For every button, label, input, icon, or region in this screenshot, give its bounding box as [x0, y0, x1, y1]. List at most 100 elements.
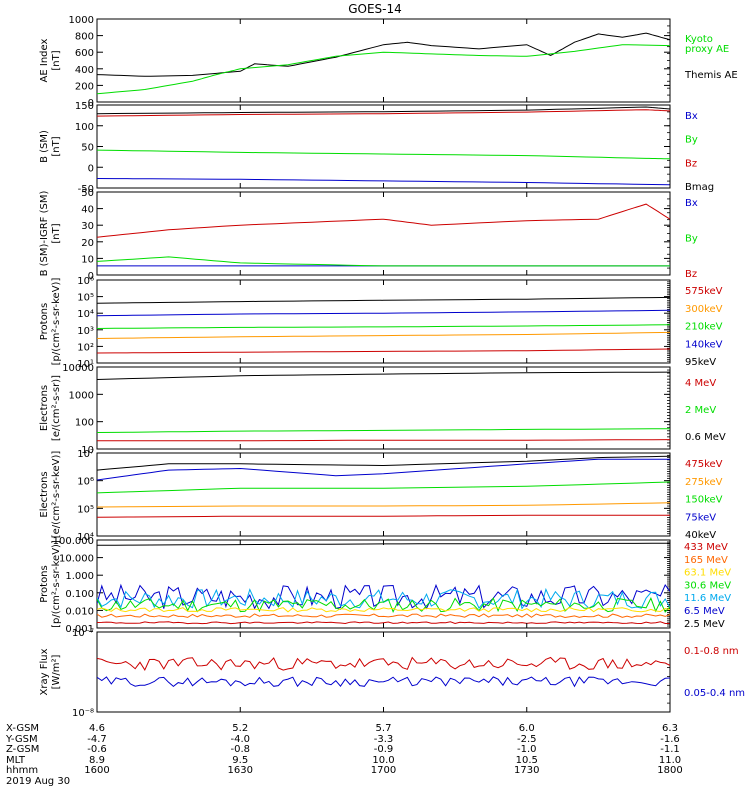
legend-label: Bmag: [685, 182, 714, 193]
series-line-by: [97, 149, 670, 160]
legend-label: Themis AE: [684, 70, 738, 81]
series-line-6-5-mev: [97, 583, 670, 610]
series-line-bmag: [97, 106, 670, 115]
y-tick-label: 10⁵: [77, 504, 94, 515]
x-tick-label: 10.5: [516, 755, 538, 766]
x-tick-label: -3.3: [374, 734, 394, 745]
x-tick-label: 6.3: [662, 723, 678, 734]
y-tick-label: 10⁴: [77, 532, 94, 543]
y-axis-title: Protons: [39, 303, 50, 340]
panel-frame: [96, 104, 671, 189]
y-tick-label: 10: [81, 445, 94, 456]
legend-label: 165 MeV: [684, 555, 728, 566]
legend-label: 75keV: [685, 512, 716, 523]
legend-label: Bx: [685, 198, 698, 209]
x-tick-label: 1600: [84, 765, 109, 776]
y-tick-label: 10000: [62, 363, 94, 374]
y-tick-label: 10³: [77, 326, 94, 337]
x-tick-label: 8.9: [89, 755, 105, 766]
panel-bsm: -50 0 50 100 150 B (SM) [nT] Bx By Bz Bmag: [39, 101, 714, 195]
panel-protons_high: 0.001 0.010 0.100 1.000 10.000 100.000 Protons…: [39, 536, 731, 635]
series-line-by: [97, 256, 670, 267]
x-tick-label: -0.8: [230, 744, 250, 755]
x-tick-label: 4.6: [89, 723, 105, 734]
y-axis-unit: [p/(cm²-s-sr-keV)]: [51, 278, 62, 366]
y-tick-label: 1.000: [65, 571, 94, 582]
series-line-0-6-mev: [97, 371, 670, 380]
y-axis-unit: [nT]: [51, 136, 62, 156]
y-tick-label: 10⁵: [77, 293, 94, 304]
y-tick-label: 50: [81, 143, 94, 154]
y-tick-label: 10⁻⁸: [72, 708, 94, 719]
y-axis-unit: [W/m²]: [51, 654, 62, 689]
x-tick-label: 5.7: [376, 723, 392, 734]
date-label: 2019 Aug 30: [6, 776, 70, 787]
y-tick-label: 10²: [77, 342, 94, 353]
series-line-0-1-0-8-nm: [97, 656, 670, 671]
panel-frame: [96, 18, 671, 103]
series-line-575kev: [97, 348, 670, 354]
y-tick-label: 50: [81, 188, 94, 199]
series-line-433-mev: [97, 621, 670, 625]
y-axis-unit: [nT]: [51, 50, 62, 70]
x-tick-label: -0.9: [374, 744, 394, 755]
x-tick-label: 1800: [657, 765, 682, 776]
legend-label: 2.5 MeV: [684, 619, 725, 630]
y-axis-title: B (SM)-IGRF (SM): [39, 191, 50, 277]
panel-frame: [96, 366, 671, 450]
y-tick-label: -50: [78, 184, 94, 195]
y-axis-title: Electrons: [39, 385, 50, 431]
series-line-275kev: [97, 502, 670, 508]
x-tick-label: 9.5: [232, 755, 248, 766]
y-tick-label: 0: [88, 163, 94, 174]
panel-frame: [96, 539, 671, 629]
y-axis-title: Protons: [39, 565, 50, 602]
y-tick-label: 10.000: [59, 554, 94, 565]
series-line-210kev: [97, 324, 670, 329]
legend-label: Bz: [685, 158, 697, 169]
y-tick-label: 100: [75, 418, 94, 429]
series-group: [97, 455, 670, 518]
x-tick-label: 11.0: [659, 755, 681, 766]
legend-label: 0.6 MeV: [685, 432, 726, 443]
y-axis-title: Xray Flux: [39, 648, 50, 695]
y-tick-label: 150: [75, 101, 94, 112]
x-row-label: MLT: [6, 755, 26, 766]
legend-label: Bx: [685, 111, 698, 122]
x-tick-label: -0.6: [87, 744, 107, 755]
x-tick-label: 1700: [371, 765, 396, 776]
series-line-4-mev: [97, 439, 670, 442]
y-tick-label: 20: [81, 238, 94, 249]
y-axis-unit: [p/(cm²-s-sr-keV)]: [51, 540, 62, 628]
series-group: [97, 656, 670, 688]
y-tick-label: 10: [81, 254, 94, 265]
y-tick-label: 100: [75, 122, 94, 133]
series-line-300kev: [97, 331, 670, 339]
legend-label: By: [685, 234, 698, 245]
panel-protons_low: 10¹ 10² 10³ 10⁴ 10⁵ 10⁶ Protons [p/(cm²-s-sr-ke…: [39, 276, 723, 370]
series-line-150kev: [97, 481, 670, 494]
series-line-75kev: [97, 458, 670, 481]
x-tick-label: -1.1: [660, 744, 680, 755]
legend-label: 140keV: [685, 339, 723, 350]
x-tick-label: 1730: [514, 765, 539, 776]
series-group: [97, 542, 670, 625]
x-tick-label: -1.0: [517, 744, 537, 755]
legend-label: 11.6 MeV: [684, 593, 731, 604]
x-tick-label: 10.0: [372, 755, 394, 766]
series-line-bz: [97, 203, 670, 238]
x-row-label: hhmm: [6, 765, 38, 776]
panel-ae: 0 200 400 600 800 1000 AE Index [nT] Kyotoproxy …: [39, 15, 738, 109]
legend-label: 0.05-0.4 nm: [684, 688, 745, 699]
panel-frame: [96, 279, 671, 364]
legend-label: 95keV: [685, 357, 716, 368]
y-axis-title: Electrons: [39, 471, 50, 517]
y-tick-label: 600: [75, 48, 94, 59]
y-tick-label: 0.001: [65, 624, 94, 635]
legend-label: 575keV: [685, 286, 723, 297]
panel-electrons_kev: 10⁴ 10⁵ 10⁶ 10⁷ Electrons [e/(cm²-s-sr-keV)] 4…: [39, 449, 723, 543]
y-tick-label: 30: [81, 221, 94, 232]
legend-label: By: [685, 135, 698, 146]
